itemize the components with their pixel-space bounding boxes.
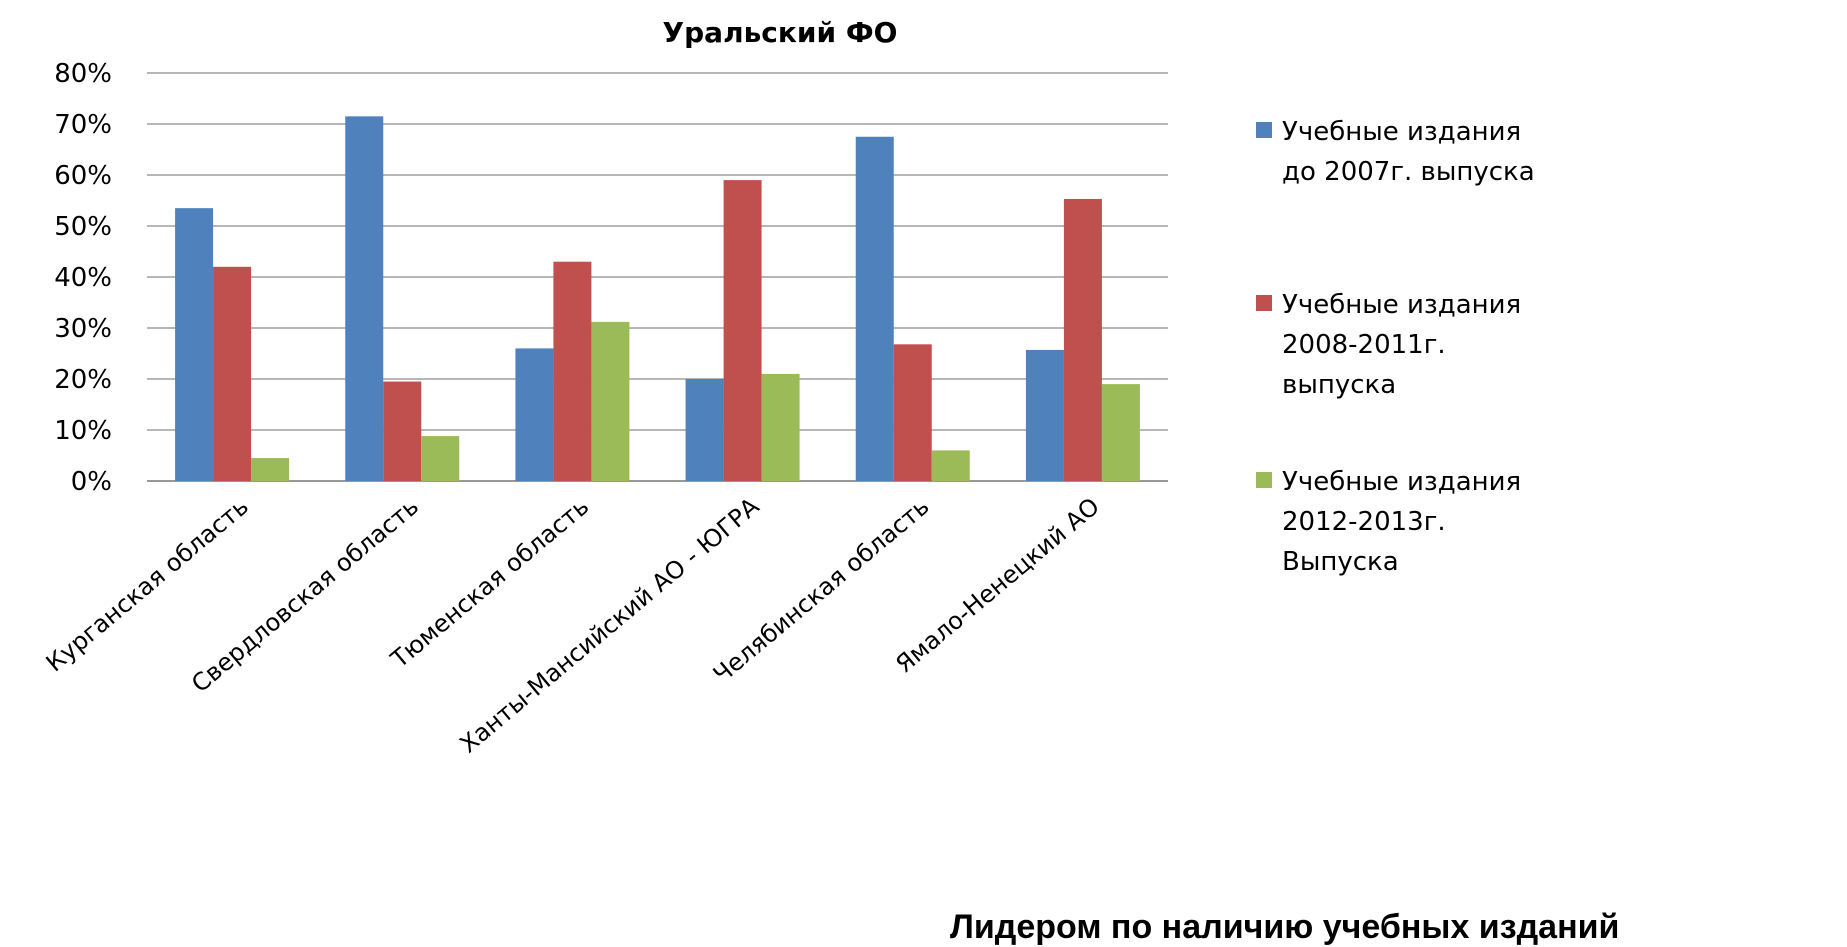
gridlines — [147, 72, 1168, 482]
bar — [591, 321, 630, 481]
legend-label: выпуска — [1282, 370, 1396, 400]
bar — [1025, 349, 1064, 481]
y-tick-label: 40% — [54, 263, 112, 293]
x-tick-label: Ханты-Мансийский АО - ЮГРА — [454, 492, 764, 759]
bar — [175, 208, 214, 481]
legend-label: до 2007г. выпуска — [1282, 157, 1535, 187]
bar — [345, 116, 384, 481]
y-tick-label: 60% — [54, 161, 112, 191]
bars — [175, 116, 1140, 481]
legend-label: Учебные издания — [1282, 290, 1521, 320]
bar — [383, 381, 422, 481]
bar — [553, 261, 592, 481]
y-tick-label: 10% — [54, 416, 112, 446]
legend-swatch — [1256, 472, 1272, 488]
legend-label: Выпуска — [1282, 547, 1399, 577]
legend-swatch — [1256, 295, 1272, 311]
caption-text: Лидером по наличию учебных изданий — [950, 908, 1620, 946]
legend-label: Учебные издания — [1282, 467, 1521, 497]
legend-swatch — [1256, 122, 1272, 138]
legend-label: 2012-2013г. — [1282, 507, 1446, 537]
bar — [1063, 198, 1102, 481]
y-tick-label: 30% — [54, 314, 112, 344]
chart-title: Уральский ФО — [663, 16, 898, 49]
bar — [931, 450, 970, 481]
bar — [213, 266, 252, 481]
bar — [251, 458, 290, 481]
y-tick-label: 80% — [54, 59, 112, 89]
legend: Учебные издания до 2007г. выпуска Учебные … — [1256, 117, 1535, 577]
y-tick-label: 0% — [71, 467, 112, 497]
bar — [855, 136, 894, 481]
bar — [893, 344, 932, 481]
legend-label: Учебные издания — [1282, 117, 1521, 147]
bar — [515, 348, 554, 481]
bar — [1101, 384, 1140, 481]
bar — [685, 379, 724, 481]
legend-label: 2008-2011г. — [1282, 330, 1446, 360]
bar — [723, 180, 762, 481]
y-tick-label: 20% — [54, 365, 112, 395]
y-axis-ticks: 0% 10% 20% 30% 40% 50% 60% 70% 80% — [54, 59, 112, 497]
bar — [761, 373, 800, 481]
y-tick-label: 50% — [54, 212, 112, 242]
y-tick-label: 70% — [54, 110, 112, 140]
bar — [421, 436, 460, 481]
